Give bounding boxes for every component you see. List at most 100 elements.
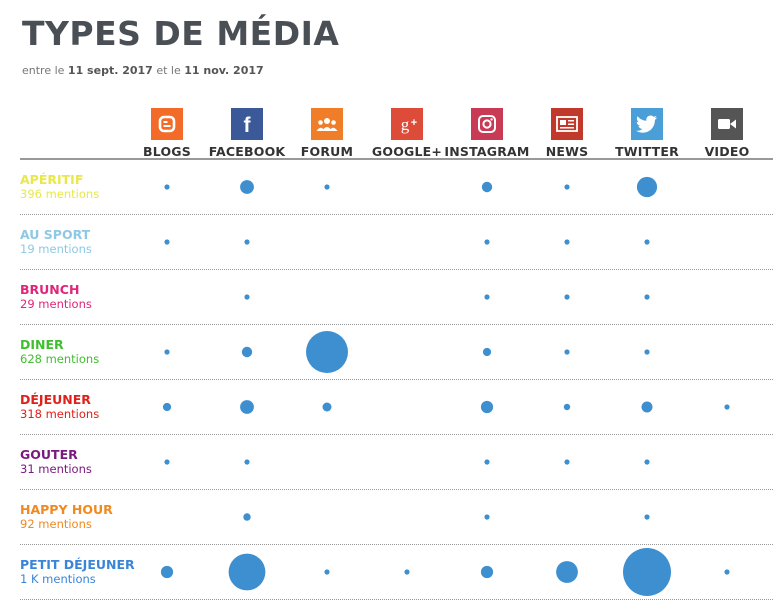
row-divider — [20, 324, 773, 325]
row-count: 19 mentions — [20, 242, 92, 256]
google-plus-icon: g + — [391, 108, 423, 140]
bubble-brunch-news[interactable] — [564, 294, 570, 300]
row-count: 92 mentions — [20, 517, 92, 531]
row-au-sport[interactable]: AU SPORT 19 mentions — [20, 227, 92, 257]
bubble-apéritif-instagram[interactable] — [481, 181, 493, 193]
bubble-happy-hour-instagram[interactable] — [484, 514, 490, 520]
news-icon — [551, 108, 583, 140]
bubble-petit-déjeuner-news[interactable] — [556, 561, 578, 583]
bubble-apéritif-news[interactable] — [564, 184, 570, 190]
row-divider — [20, 489, 773, 490]
bubble-petit-déjeuner-video[interactable] — [724, 569, 730, 575]
bubble-petit-déjeuner-twitter[interactable] — [623, 548, 671, 596]
column-label: VIDEO — [704, 144, 750, 159]
column-label: INSTAGRAM — [444, 144, 530, 159]
bubble-déjeuner-blogs[interactable] — [162, 402, 172, 412]
column-forum[interactable]: FORUM — [282, 108, 372, 159]
bubble-happy-hour-facebook[interactable] — [243, 513, 251, 521]
row-dejeuner[interactable]: DÉJEUNER 318 mentions — [20, 392, 99, 422]
bubble-gouter-facebook[interactable] — [244, 459, 250, 465]
svg-text:g: g — [401, 115, 410, 134]
column-label: FACEBOOK — [208, 144, 286, 159]
column-label: FORUM — [300, 144, 354, 159]
column-label: NEWS — [545, 144, 589, 159]
row-divider — [20, 434, 773, 435]
bubble-déjeuner-forum[interactable] — [322, 402, 332, 412]
column-twitter[interactable]: TWITTER — [602, 108, 692, 159]
blogger-icon — [151, 108, 183, 140]
twitter-icon — [631, 108, 663, 140]
bubble-déjeuner-twitter[interactable] — [641, 401, 653, 413]
bubble-apéritif-twitter[interactable] — [636, 176, 658, 198]
bubble-diner-instagram[interactable] — [482, 347, 492, 357]
bubble-brunch-instagram[interactable] — [484, 294, 490, 300]
bubble-au-sport-instagram[interactable] — [484, 239, 490, 245]
bubble-déjeuner-video[interactable] — [724, 404, 730, 410]
bubble-gouter-instagram[interactable] — [484, 459, 490, 465]
bubble-happy-hour-twitter[interactable] — [644, 514, 650, 520]
row-count: 29 mentions — [20, 297, 92, 311]
bubble-petit-déjeuner-instagram[interactable] — [480, 565, 494, 579]
bubble-petit-déjeuner-google-plus[interactable] — [404, 569, 410, 575]
subtitle-mid: et le — [156, 64, 181, 77]
bubble-diner-forum[interactable] — [306, 331, 348, 373]
bubble-diner-news[interactable] — [564, 349, 570, 355]
bubble-déjeuner-news[interactable] — [563, 403, 571, 411]
row-name: DINER — [20, 337, 64, 352]
row-gouter[interactable]: GOUTER 31 mentions — [20, 447, 92, 477]
row-name: HAPPY HOUR — [20, 502, 113, 517]
row-divider — [20, 214, 773, 215]
row-happy-hour[interactable]: HAPPY HOUR 92 mentions — [20, 502, 113, 532]
column-label: GOOGLE+ — [371, 144, 443, 159]
column-news[interactable]: NEWS — [522, 108, 612, 159]
column-instagram[interactable]: INSTAGRAM — [442, 108, 532, 159]
bubble-gouter-news[interactable] — [564, 459, 570, 465]
bubble-brunch-twitter[interactable] — [644, 294, 650, 300]
bubble-brunch-facebook[interactable] — [244, 294, 250, 300]
row-count: 318 mentions — [20, 407, 100, 421]
date-start: 11 sept. 2017 — [67, 64, 153, 77]
row-diner[interactable]: DINER 628 mentions — [20, 337, 99, 367]
row-name: GOUTER — [20, 447, 78, 462]
row-brunch[interactable]: BRUNCH 29 mentions — [20, 282, 92, 312]
column-blogs[interactable]: BLOGS — [122, 108, 212, 159]
bubble-gouter-blogs[interactable] — [164, 459, 170, 465]
bubble-petit-déjeuner-facebook[interactable] — [228, 553, 266, 591]
date-range: entre le 11 sept. 2017 et le 11 nov. 201… — [22, 64, 264, 77]
bubble-petit-déjeuner-forum[interactable] — [324, 569, 330, 575]
bubble-apéritif-facebook[interactable] — [240, 180, 254, 194]
bubble-au-sport-news[interactable] — [564, 239, 570, 245]
bubble-apéritif-blogs[interactable] — [164, 184, 170, 190]
bubble-diner-blogs[interactable] — [164, 349, 170, 355]
bubble-gouter-twitter[interactable] — [644, 459, 650, 465]
row-aperitif[interactable]: APÉRITIF 396 mentions — [20, 172, 99, 202]
facebook-icon: f — [231, 108, 263, 140]
bubble-diner-twitter[interactable] — [644, 349, 650, 355]
svg-text:+: + — [411, 117, 417, 129]
column-label: TWITTER — [615, 144, 679, 159]
row-petit-dejeuner[interactable]: PETIT DÉJEUNER 1 K mentions — [20, 557, 135, 587]
row-count: 628 mentions — [20, 352, 100, 366]
column-facebook[interactable]: f FACEBOOK — [202, 108, 292, 159]
column-video[interactable]: VIDEO — [682, 108, 772, 159]
svg-text:f: f — [244, 114, 252, 135]
bubble-déjeuner-instagram[interactable] — [480, 400, 494, 414]
row-count: 31 mentions — [20, 462, 92, 476]
bubble-au-sport-blogs[interactable] — [164, 239, 170, 245]
row-divider — [20, 379, 773, 380]
instagram-icon — [471, 108, 503, 140]
video-icon — [711, 108, 743, 140]
column-label: BLOGS — [143, 144, 191, 159]
row-name: APÉRITIF — [20, 172, 84, 187]
bubble-petit-déjeuner-blogs[interactable] — [160, 565, 174, 579]
bubble-au-sport-facebook[interactable] — [244, 239, 250, 245]
bubble-diner-facebook[interactable] — [241, 346, 253, 358]
column-google-plus[interactable]: g + GOOGLE+ — [362, 108, 452, 159]
bubble-au-sport-twitter[interactable] — [644, 239, 650, 245]
row-name: PETIT DÉJEUNER — [20, 557, 135, 572]
bubble-apéritif-forum[interactable] — [324, 184, 330, 190]
date-end: 11 nov. 2017 — [184, 64, 264, 77]
row-count: 1 K mentions — [20, 572, 96, 586]
bubble-déjeuner-facebook[interactable] — [240, 400, 254, 414]
